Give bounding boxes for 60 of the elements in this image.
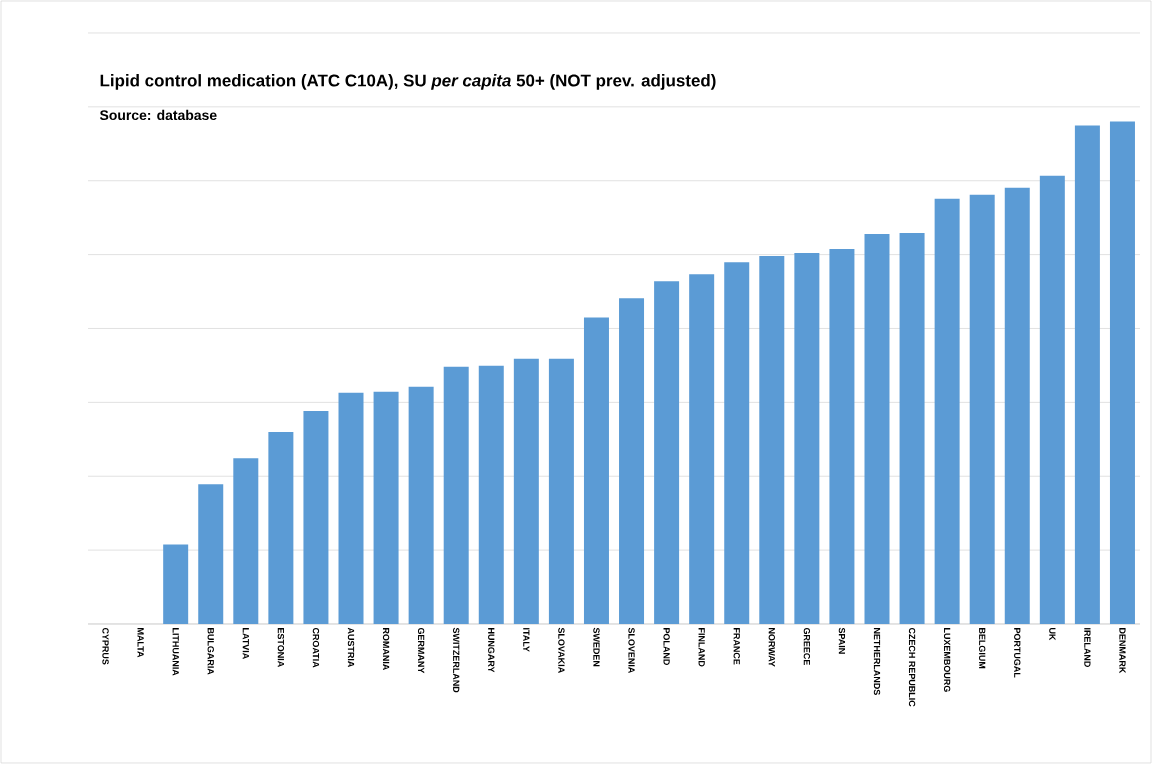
bar bbox=[724, 262, 750, 624]
x-tick-label: DENMARK bbox=[1119, 628, 1126, 674]
bar bbox=[338, 392, 364, 624]
x-tick-label: POLAND bbox=[663, 628, 670, 665]
bar bbox=[759, 256, 785, 624]
x-tick-label: LUXEMBOURG bbox=[943, 628, 951, 692]
bar bbox=[1004, 187, 1030, 624]
bar bbox=[934, 198, 960, 624]
x-tick-label: CZECH REPUBLIC bbox=[908, 627, 916, 707]
bar bbox=[548, 358, 574, 624]
x-tick-label: GERMANY bbox=[417, 627, 425, 674]
x-tick-label: ITALY bbox=[523, 628, 530, 652]
x-tick-label: UK bbox=[1049, 628, 1056, 641]
x-tick-label: NETHERLANDS bbox=[873, 628, 881, 695]
bar bbox=[408, 386, 434, 624]
x-tick-label: LATVIA bbox=[242, 628, 249, 659]
x-tick-label: SLOVAKIA bbox=[558, 627, 565, 673]
bar bbox=[1039, 175, 1065, 624]
x-tick-label: BULGARIA bbox=[207, 628, 214, 675]
chart-subtitle: Source: database bbox=[99, 109, 217, 121]
bar bbox=[198, 484, 224, 624]
x-tick-label: GREECE bbox=[803, 627, 811, 666]
bar bbox=[1074, 125, 1100, 624]
bar bbox=[583, 317, 609, 624]
x-tick-label: SWEDEN bbox=[593, 627, 600, 667]
bar bbox=[794, 253, 820, 624]
bar bbox=[619, 298, 645, 624]
x-tick-label: CYPRUS bbox=[102, 627, 109, 665]
bar bbox=[443, 366, 469, 624]
x-tick-label: LITHUANIA bbox=[172, 628, 179, 676]
bar bbox=[233, 458, 259, 624]
x-tick-label: HUNGARY bbox=[488, 628, 495, 673]
bar bbox=[864, 234, 890, 624]
x-tick-label: PORTUGAL bbox=[1014, 628, 1021, 678]
x-tick-label: SWITZERLAND bbox=[453, 627, 460, 693]
x-tick-label: IRELAND bbox=[1084, 628, 1091, 667]
x-tick-label: FINLAND bbox=[698, 628, 705, 667]
chart-title: Lipid control medication (ATC C10A), SU per capita 50+ (NOT prev. adjusted) bbox=[100, 74, 716, 90]
bar bbox=[268, 432, 294, 624]
bar bbox=[1109, 121, 1135, 624]
x-tick-label: ROMANIA bbox=[382, 628, 390, 671]
x-tick-label: NORWAY bbox=[768, 628, 775, 667]
x-tick-label: BELGIUM bbox=[979, 628, 986, 669]
bar bbox=[829, 249, 855, 624]
x-tick-label: SLOVENIA bbox=[628, 627, 635, 674]
bar bbox=[654, 281, 680, 624]
x-tick-label: AUSTRIA bbox=[347, 627, 355, 668]
bar bbox=[303, 410, 329, 624]
bar bbox=[478, 365, 504, 624]
bar bbox=[373, 391, 399, 624]
x-tick-label: MALTA bbox=[137, 628, 144, 658]
bar bbox=[513, 358, 539, 624]
x-tick-label: ESTONIA bbox=[277, 628, 285, 667]
x-tick-label: CROATIA bbox=[312, 627, 320, 668]
bar bbox=[899, 233, 925, 624]
x-tick-label: FRANCE bbox=[733, 628, 740, 665]
bar bbox=[163, 544, 189, 624]
bar bbox=[969, 194, 995, 624]
x-tick-label: SPAIN bbox=[838, 627, 846, 654]
bar bbox=[689, 274, 715, 624]
